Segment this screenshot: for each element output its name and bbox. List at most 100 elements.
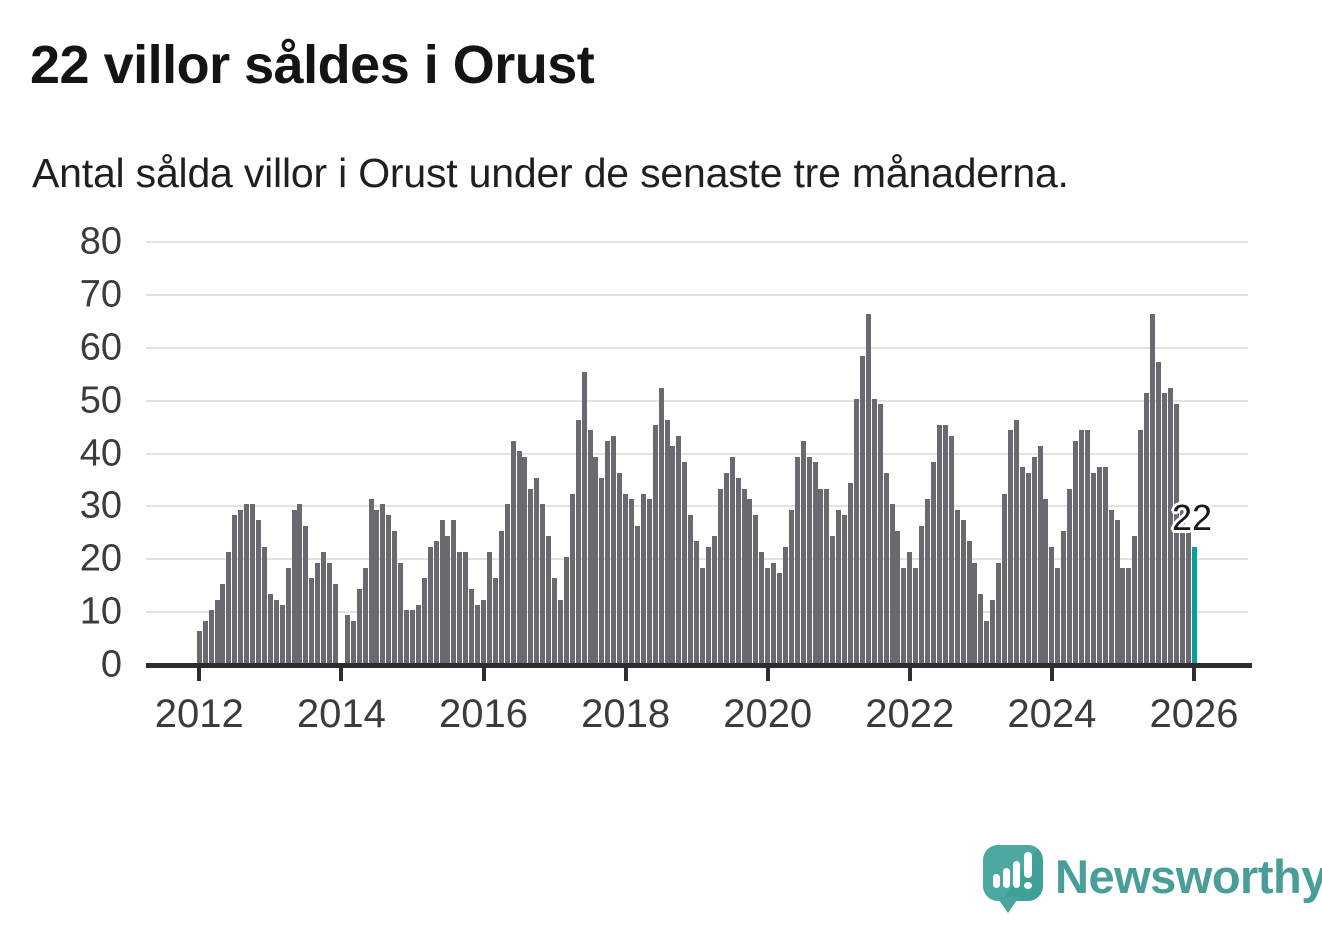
y-gridline — [146, 346, 1248, 349]
bar — [889, 504, 895, 663]
bar — [782, 547, 788, 663]
bar — [629, 499, 635, 663]
bar — [1013, 420, 1019, 663]
bar — [688, 515, 694, 663]
bar — [605, 441, 611, 663]
bar — [670, 446, 676, 663]
page-title: 22 villor såldes i Orust — [30, 35, 595, 95]
bar — [788, 510, 794, 663]
bar — [546, 536, 552, 663]
bar — [794, 457, 800, 663]
bar — [1043, 499, 1049, 663]
bar — [1108, 510, 1114, 663]
bar — [729, 457, 735, 663]
y-axis-tick-label: 20 — [79, 537, 122, 580]
exclamation-dot-icon — [1024, 882, 1032, 889]
bar — [202, 621, 208, 663]
bar — [350, 621, 356, 663]
bar — [344, 615, 350, 663]
bar — [972, 563, 978, 663]
chart-subtitle: Antal sålda villor i Orust under de sena… — [32, 150, 1069, 196]
bar — [1067, 489, 1073, 663]
bar — [1007, 430, 1013, 663]
bar — [327, 563, 333, 663]
bar — [930, 462, 936, 663]
bar — [1073, 441, 1079, 663]
y-axis-tick-label: 30 — [79, 484, 122, 527]
bar — [451, 520, 457, 663]
bar — [196, 631, 202, 663]
bar — [522, 457, 528, 663]
bar — [753, 515, 759, 663]
bar — [356, 589, 362, 663]
x-axis-tick-label: 2018 — [581, 692, 671, 736]
bar — [634, 526, 640, 663]
bar — [398, 563, 404, 663]
bar — [623, 494, 629, 663]
bar — [291, 510, 297, 663]
x-axis-tick-label: 2022 — [865, 692, 955, 736]
bar — [575, 420, 581, 663]
x-axis-tick — [623, 668, 628, 681]
logo-bar-icon — [1003, 868, 1010, 888]
bar — [516, 451, 522, 663]
brand-wordmark: Newsworthy — [1055, 850, 1322, 903]
bar — [806, 457, 812, 663]
bar — [984, 621, 990, 663]
bar — [439, 520, 445, 663]
logo-bar-icon — [993, 874, 1000, 888]
bar — [664, 420, 670, 663]
bar — [457, 552, 463, 663]
bar — [279, 605, 285, 663]
y-axis-tick-label: 40 — [79, 432, 122, 474]
speech-bubble-tail — [997, 897, 1019, 913]
bar — [1150, 314, 1156, 663]
bar — [812, 462, 818, 663]
y-gridline — [146, 505, 1248, 508]
y-axis-tick-label: 10 — [79, 590, 122, 633]
bar — [315, 563, 321, 663]
bar — [611, 436, 617, 663]
y-axis-tick-label: 60 — [79, 326, 122, 369]
x-axis-tick-label: 2026 — [1149, 692, 1239, 736]
bar — [936, 425, 942, 663]
bar — [735, 478, 741, 663]
bar — [481, 600, 486, 663]
bar — [711, 536, 717, 663]
bar — [1037, 446, 1043, 663]
bar — [1120, 568, 1126, 663]
speech-bubble-icon — [983, 845, 1043, 901]
bar — [771, 563, 777, 663]
bar — [978, 594, 984, 663]
bar — [705, 547, 711, 663]
bar — [563, 557, 569, 663]
bar — [907, 552, 913, 663]
bar — [1179, 504, 1185, 663]
bar — [1084, 430, 1090, 663]
bar — [1173, 404, 1179, 663]
highlight-value-label: 22 — [1172, 496, 1213, 538]
y-axis-tick-label: 70 — [79, 273, 122, 316]
bar — [238, 510, 244, 663]
x-axis-line — [146, 663, 1252, 668]
bar — [1132, 536, 1138, 663]
y-axis-tick-label: 50 — [79, 379, 122, 422]
bar — [836, 510, 842, 663]
bar — [593, 457, 599, 663]
bar — [1055, 568, 1061, 663]
bar — [765, 568, 771, 663]
bar — [1031, 457, 1037, 663]
bar — [504, 504, 510, 663]
bar — [463, 552, 469, 663]
bar — [368, 499, 374, 663]
bar — [232, 515, 238, 663]
bar — [848, 483, 854, 663]
bar — [741, 489, 747, 663]
bar — [960, 520, 966, 663]
bar — [1096, 467, 1102, 663]
bar — [1079, 430, 1084, 663]
x-axis-tick — [907, 668, 912, 681]
bar — [332, 584, 338, 663]
bar — [824, 489, 830, 663]
